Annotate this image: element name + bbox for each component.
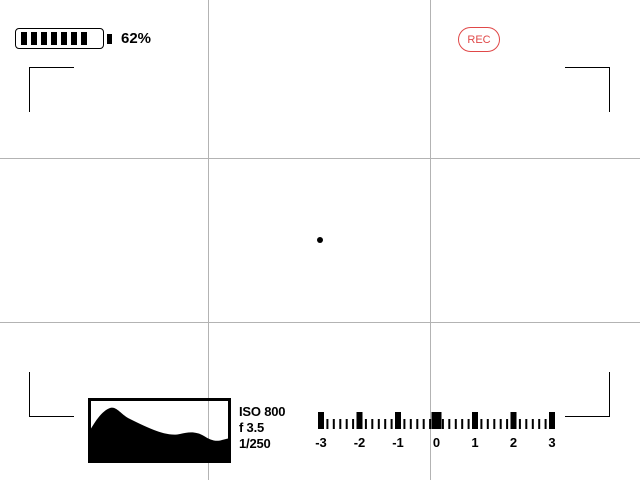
ev-major-tick	[395, 412, 401, 429]
battery-cell	[71, 32, 77, 45]
ev-minor-tick	[352, 419, 355, 429]
record-button[interactable]: REC	[458, 27, 500, 52]
battery-percent: 62%	[121, 30, 152, 47]
battery-cell	[41, 32, 47, 45]
ev-major-tick	[510, 412, 517, 429]
frame-corner-top-left	[29, 67, 74, 112]
ev-scale-label: 2	[510, 435, 517, 450]
ev-minor-tick	[429, 419, 432, 429]
ev-minor-tick	[384, 419, 387, 429]
ev-scale-label: -1	[392, 435, 404, 450]
ev-minor-tick	[377, 419, 380, 429]
ev-minor-tick	[371, 419, 374, 429]
ev-minor-tick	[403, 419, 406, 429]
ev-major-tick	[549, 412, 555, 429]
ev-minor-tick	[506, 419, 509, 429]
aperture-value: f 3.5	[239, 420, 265, 435]
ev-minor-tick	[493, 419, 496, 429]
ev-minor-tick	[467, 419, 470, 429]
ev-minor-tick	[499, 419, 502, 429]
ev-minor-tick	[422, 419, 425, 429]
grid-line-vertical-left	[208, 0, 209, 480]
ev-minor-tick	[544, 419, 547, 429]
ev-minor-tick	[364, 419, 367, 429]
histogram	[88, 398, 231, 463]
frame-corner-top-right	[565, 67, 610, 112]
ev-minor-tick	[486, 419, 489, 429]
ev-minor-tick	[480, 419, 483, 429]
ev-scale-label: -3	[315, 435, 327, 450]
ev-major-tick	[318, 412, 324, 429]
frame-corner-bottom-right	[565, 372, 610, 417]
ev-minor-tick	[518, 419, 521, 429]
battery-level	[21, 32, 87, 45]
ev-minor-tick	[525, 419, 528, 429]
exposure-meter: -3 -2 -1 0 1 2 3	[315, 412, 556, 450]
ev-minor-tick	[345, 419, 348, 429]
ev-minor-tick	[390, 419, 393, 429]
ev-minor-tick	[448, 419, 451, 429]
ev-minor-tick	[531, 419, 534, 429]
battery-cell	[21, 32, 27, 45]
grid-line-horizontal-top	[0, 158, 640, 159]
exposure-info: ISO 800 f 3.5 1/250	[239, 404, 285, 452]
ev-minor-tick	[416, 419, 419, 429]
ev-scale-label: 0	[433, 435, 440, 450]
iso-value: ISO 800	[239, 404, 286, 419]
ev-major-tick	[472, 412, 478, 429]
focus-point-icon	[317, 237, 323, 243]
battery-icon	[15, 28, 104, 49]
battery-terminal	[107, 34, 112, 44]
ev-minor-tick	[409, 419, 412, 429]
ev-minor-tick	[326, 419, 329, 429]
shutter-speed-value: 1/250	[239, 436, 271, 451]
grid-line-horizontal-bottom	[0, 322, 640, 323]
ev-minor-tick	[332, 419, 335, 429]
ev-minor-tick	[538, 419, 541, 429]
grid-line-vertical-right	[430, 0, 431, 480]
ev-major-tick	[431, 412, 442, 429]
ev-minor-tick	[461, 419, 464, 429]
ev-minor-tick	[454, 419, 457, 429]
histogram-curve	[89, 407, 230, 462]
battery-cell	[31, 32, 37, 45]
record-label: REC	[467, 33, 491, 46]
ev-scale-label: 1	[471, 435, 478, 450]
frame-corner-bottom-left	[29, 372, 74, 417]
ev-minor-tick	[441, 419, 444, 429]
ev-scale-label: 3	[548, 435, 555, 450]
histogram-frame	[88, 398, 231, 463]
battery-cell	[81, 32, 87, 45]
battery-cell	[51, 32, 57, 45]
ev-minor-tick	[339, 419, 342, 429]
ev-scale-label: -2	[354, 435, 366, 450]
ev-major-tick	[356, 412, 363, 429]
battery-cell	[61, 32, 67, 45]
